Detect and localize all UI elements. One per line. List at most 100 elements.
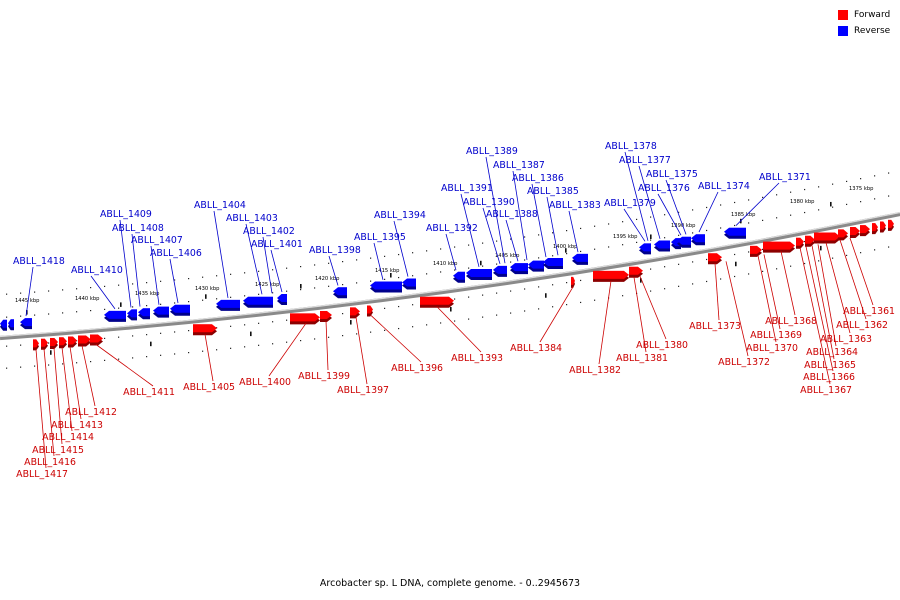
reverse-gene-arrow[interactable] (127, 309, 137, 321)
gene-arrow-face (78, 335, 91, 344)
reverse-gene-arrow[interactable] (466, 268, 492, 280)
reverse-gene-arrow[interactable] (724, 227, 746, 239)
reverse-gene-arrow[interactable] (510, 263, 528, 275)
forward-gene-arrow[interactable] (850, 227, 860, 239)
reverse-gene-label: ABLL_1398 (309, 245, 361, 256)
forward-gene-arrow[interactable] (193, 324, 217, 336)
forward-gene-arrow[interactable] (367, 305, 373, 317)
leader-line (714, 263, 720, 321)
gene-arrow-face (320, 310, 332, 319)
scale-tick (50, 350, 52, 355)
guide-dot (776, 217, 778, 219)
guide-dot (762, 270, 764, 273)
forward-gene-arrow[interactable] (68, 336, 77, 348)
forward-gene-arrow[interactable] (290, 313, 320, 325)
reverse-gene-arrow[interactable] (654, 240, 670, 252)
leader-line (90, 275, 116, 310)
gene-arrow-highlight (644, 243, 651, 245)
reverse-gene-arrow[interactable] (691, 234, 705, 246)
forward-gene-arrow[interactable] (629, 266, 643, 278)
reverse-gene-arrow[interactable] (370, 281, 402, 293)
forward-gene-arrow[interactable] (350, 307, 360, 319)
reverse-gene-arrow[interactable] (543, 258, 563, 270)
forward-gene-arrow[interactable] (420, 296, 454, 308)
forward-gene-label: ABLL_1399 (298, 371, 350, 382)
reverse-gene-arrow[interactable] (402, 278, 416, 290)
guide-dot (846, 254, 848, 257)
forward-gene-arrow[interactable] (750, 245, 762, 257)
guide-dot (552, 306, 554, 308)
reverse-gene-arrow[interactable] (20, 318, 32, 330)
forward-gene-arrow[interactable] (796, 237, 804, 249)
gene-arrow-face (888, 219, 894, 228)
forward-gene-arrow[interactable] (571, 276, 575, 288)
forward-gene-arrow[interactable] (320, 310, 332, 322)
forward-gene-arrow[interactable] (814, 232, 840, 244)
reverse-gene-arrow[interactable] (333, 287, 347, 299)
gene-arrow-highlight (696, 234, 705, 236)
gene-arrow-highlight (763, 241, 790, 243)
reverse-gene-arrow[interactable] (8, 319, 14, 331)
legend-forward-swatch (838, 10, 848, 20)
reverse-gene-arrow[interactable] (493, 265, 507, 277)
guide-dot (650, 268, 652, 270)
reverse-gene-arrow[interactable] (677, 236, 691, 248)
guide-dot (538, 308, 540, 310)
reverse-gene-arrow[interactable] (170, 304, 190, 316)
reverse-gene-arrow[interactable] (243, 296, 273, 308)
guide-dot (160, 303, 162, 305)
reverse-gene-arrow[interactable] (453, 271, 465, 283)
gene-arrow-highlight (498, 265, 507, 268)
forward-gene-arrow[interactable] (708, 253, 722, 265)
guide-dot (160, 332, 162, 334)
guide-dot (48, 364, 50, 366)
forward-gene-arrow[interactable] (763, 241, 795, 253)
forward-gene-arrow[interactable] (888, 219, 894, 231)
leader-line (25, 266, 34, 317)
forward-gene-arrow[interactable] (860, 225, 870, 237)
forward-gene-arrow[interactable] (50, 337, 58, 349)
guide-dot (146, 356, 148, 358)
forward-gene-arrow[interactable] (33, 339, 39, 351)
reverse-gene-arrow[interactable] (138, 308, 150, 320)
guide-dot (496, 263, 498, 265)
guide-dot (244, 295, 246, 297)
guide-dot (692, 232, 694, 234)
reverse-gene-label: ABLL_1407 (131, 235, 183, 246)
guide-dot (706, 206, 708, 209)
reverse-gene-arrow[interactable] (572, 253, 588, 265)
reverse-gene-arrow[interactable] (104, 310, 126, 322)
reverse-gene-arrow[interactable] (216, 299, 240, 311)
gene-arrow-face (127, 309, 137, 318)
guide-dot (454, 298, 456, 300)
reverse-gene-arrow[interactable] (639, 243, 651, 255)
gene-arrow-face (510, 263, 528, 272)
forward-gene-arrow[interactable] (78, 335, 91, 347)
gene-arrow-highlight (131, 309, 137, 311)
gene-arrow-highlight (50, 337, 55, 340)
guide-dot (818, 186, 820, 188)
gene-arrow-highlight (78, 335, 86, 337)
reverse-gene-label: ABLL_1374 (698, 181, 750, 192)
forward-gene-label: ABLL_1380 (636, 340, 688, 351)
forward-gene-arrow[interactable] (838, 229, 848, 241)
forward-gene-arrow[interactable] (593, 270, 629, 282)
forward-gene-arrow[interactable] (90, 334, 103, 346)
reverse-gene-label: ABLL_1406 (150, 248, 202, 259)
leader-line (43, 348, 55, 457)
guide-dot (146, 305, 148, 307)
guide-dot (328, 336, 330, 338)
forward-gene-arrow[interactable] (59, 337, 67, 349)
gene-arrow-highlight (338, 287, 347, 289)
gene-arrow-face (805, 235, 815, 244)
reverse-gene-arrow[interactable] (153, 306, 169, 318)
bottom-guide-dots (6, 246, 890, 369)
reverse-gene-arrow[interactable] (277, 294, 287, 306)
leader-line (131, 233, 141, 307)
forward-gene-arrow[interactable] (41, 338, 48, 350)
forward-gene-arrow[interactable] (880, 221, 886, 233)
reverse-gene-arrow[interactable] (0, 319, 7, 331)
reverse-gene-arrow[interactable] (528, 260, 544, 272)
forward-gene-arrow[interactable] (805, 235, 815, 247)
forward-gene-arrow[interactable] (872, 223, 878, 235)
